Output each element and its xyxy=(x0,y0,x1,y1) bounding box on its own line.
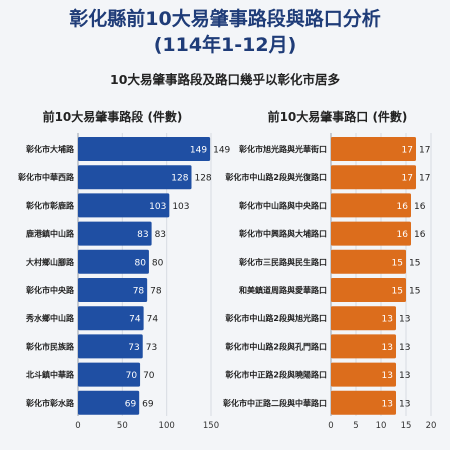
road-x-tick-label: 50 xyxy=(117,421,128,431)
intersection-category-label: 彰化市中山路2段與孔門路口 xyxy=(225,341,327,351)
road-bar xyxy=(78,362,141,387)
intersection-bar-value-label: 17 xyxy=(419,146,430,156)
road-bar-value-label: 83 xyxy=(155,230,166,240)
road-bar-inner-value: 74 xyxy=(129,315,141,325)
road-bar-inner-value: 73 xyxy=(128,343,139,353)
road-bar-value-label: 74 xyxy=(147,315,159,325)
intersection-category-label: 彰化市三民路與民生路口 xyxy=(239,257,327,267)
intersection-bar-inner-value: 16 xyxy=(397,202,409,212)
intersection-bar xyxy=(331,249,406,274)
road-bar-value-label: 128 xyxy=(194,174,211,184)
intersection-bar-inner-value: 16 xyxy=(397,230,409,240)
intersection-category-label: 和美鎮道周路與愛華路口 xyxy=(239,285,327,295)
road-bar-inner-value: 78 xyxy=(133,287,145,297)
road-x-tick-label: 0 xyxy=(75,421,80,431)
intersection-bar-inner-value: 17 xyxy=(402,174,413,184)
page-title: 彰化縣前10大易肇事路段與路口分析 xyxy=(69,8,381,30)
road-bar xyxy=(78,221,152,246)
road-bar-inner-value: 69 xyxy=(125,399,137,409)
intersection-x-tick-label: 10 xyxy=(376,421,387,431)
road-bar-inner-value: 128 xyxy=(171,174,188,184)
road-bar xyxy=(78,334,143,359)
right-chart-title: 前10大易肇事路口 (件數) xyxy=(267,110,408,124)
road-bar xyxy=(78,278,148,302)
intersection-bar xyxy=(331,137,416,161)
road-bar xyxy=(78,390,140,415)
intersection-bar-inner-value: 15 xyxy=(392,258,403,268)
intersection-x-tick-label: 20 xyxy=(426,421,437,431)
intersection-bar xyxy=(331,165,416,190)
intersection-bar xyxy=(331,278,406,302)
road-bar-inner-value: 70 xyxy=(126,371,138,381)
intersection-category-label: 彰化市中山路與中央路口 xyxy=(239,200,327,210)
road-bar-inner-value: 83 xyxy=(137,230,148,240)
road-bar-inner-value: 103 xyxy=(149,202,166,212)
intersection-bar xyxy=(331,334,396,359)
road-category-label: 秀水鄉中山路 xyxy=(25,313,75,323)
road-category-label: 彰化市中央路 xyxy=(26,285,75,295)
intersection-x-tick-label: 15 xyxy=(401,421,412,431)
road-bar-value-label: 149 xyxy=(213,146,230,156)
intersection-bar-value-label: 13 xyxy=(399,371,410,381)
road-bar xyxy=(78,306,144,331)
intersection-bar xyxy=(331,221,411,246)
road-category-label: 北斗鎮中華路 xyxy=(26,370,75,380)
road-x-tick-label: 100 xyxy=(159,421,175,431)
intersection-bar-value-label: 15 xyxy=(409,287,420,297)
road-bar xyxy=(78,249,149,274)
intersection-bar-value-label: 13 xyxy=(399,343,410,353)
page-title-period: (114年1-12月) xyxy=(153,34,297,56)
intersection-bar-value-label: 15 xyxy=(409,258,420,268)
intersection-bar-inner-value: 13 xyxy=(382,343,393,353)
road-bar xyxy=(78,165,192,190)
road-category-label: 鹿港鎮中山路 xyxy=(26,229,75,239)
road-bar xyxy=(78,137,211,161)
intersection-category-label: 彰化市中山路2段與光復路口 xyxy=(225,172,327,182)
road-bar-value-label: 78 xyxy=(150,287,162,297)
road-category-label: 彰化市大埔路 xyxy=(26,144,75,154)
intersection-bar-value-label: 17 xyxy=(419,174,430,184)
intersection-bar xyxy=(331,390,396,415)
road-bar xyxy=(78,193,170,218)
road-bar-value-label: 80 xyxy=(152,258,164,268)
road-category-label: 彰化市民族路 xyxy=(26,341,75,351)
road-x-tick-label: 150 xyxy=(203,421,219,431)
intersection-x-tick-label: 0 xyxy=(328,421,333,431)
intersection-x-tick-label: 5 xyxy=(353,421,358,431)
intersection-bar-inner-value: 13 xyxy=(382,399,393,409)
intersection-category-label: 彰化市中正路二段與中華路口 xyxy=(223,398,327,408)
intersection-category-label: 彰化市中興路與大埔路口 xyxy=(239,229,327,239)
road-bar-inner-value: 80 xyxy=(134,258,146,268)
intersection-category-label: 彰化市中正路2段與曉陽路口 xyxy=(225,370,327,380)
road-category-label: 彰化市彰水路 xyxy=(26,398,75,408)
road-bar-inner-value: 149 xyxy=(190,146,207,156)
road-bar-value-label: 73 xyxy=(146,343,157,353)
road-bar-value-label: 69 xyxy=(142,399,154,409)
intersection-bar-value-label: 13 xyxy=(399,399,410,409)
page-subtitle: 10大易肇事路段及路口幾乎以彰化市居多 xyxy=(110,72,340,87)
intersection-bar-value-label: 16 xyxy=(414,202,426,212)
intersection-bar-inner-value: 13 xyxy=(382,371,393,381)
road-bar-value-label: 103 xyxy=(172,202,189,212)
intersection-bar-inner-value: 13 xyxy=(382,315,393,325)
road-category-label: 彰化市中華西路 xyxy=(18,172,75,182)
intersection-category-label: 彰化市旭光路與光華街口 xyxy=(239,144,327,154)
intersection-category-label: 彰化市中山路2段與旭光路口 xyxy=(225,313,327,323)
intersection-bar-value-label: 16 xyxy=(414,230,426,240)
road-category-label: 大村鄉山腳路 xyxy=(26,257,75,267)
intersection-bar-value-label: 13 xyxy=(399,315,410,325)
road-category-label: 彰化市彰鹿路 xyxy=(26,200,75,210)
intersection-bar xyxy=(331,362,396,387)
intersection-bar-inner-value: 15 xyxy=(392,287,403,297)
road-bar-value-label: 70 xyxy=(143,371,155,381)
intersection-bar xyxy=(331,306,396,331)
intersection-bar xyxy=(331,193,411,218)
left-chart-title: 前10大易肇事路段 (件數) xyxy=(42,110,183,124)
intersection-bar-inner-value: 17 xyxy=(402,146,413,156)
